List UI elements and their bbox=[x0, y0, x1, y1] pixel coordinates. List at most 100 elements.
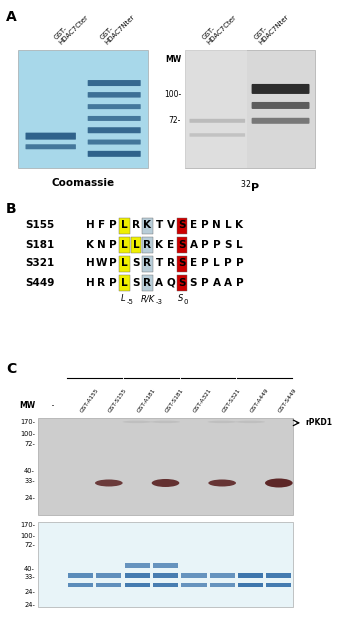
Text: L: L bbox=[121, 221, 128, 230]
Text: GST-
HDAC7Nter: GST- HDAC7Nter bbox=[99, 9, 136, 46]
Ellipse shape bbox=[236, 421, 265, 423]
FancyBboxPatch shape bbox=[252, 84, 309, 94]
FancyBboxPatch shape bbox=[88, 80, 141, 86]
Text: GST-
HDAC7Cter: GST- HDAC7Cter bbox=[201, 9, 237, 46]
FancyBboxPatch shape bbox=[88, 127, 141, 133]
Bar bbox=[125, 582, 150, 587]
Bar bbox=[131, 237, 141, 252]
Ellipse shape bbox=[152, 479, 179, 487]
Text: 33-: 33- bbox=[25, 574, 35, 580]
Text: GST-A321: GST-A321 bbox=[193, 388, 213, 414]
Text: GST-S181: GST-S181 bbox=[164, 388, 185, 414]
Text: L: L bbox=[121, 240, 128, 250]
Text: 24-: 24- bbox=[24, 494, 35, 501]
Text: L: L bbox=[121, 277, 128, 287]
Text: E: E bbox=[190, 221, 197, 230]
Text: R: R bbox=[144, 277, 152, 287]
Bar bbox=[68, 573, 93, 578]
Ellipse shape bbox=[208, 421, 237, 423]
Text: S155: S155 bbox=[25, 221, 54, 230]
FancyBboxPatch shape bbox=[88, 92, 141, 97]
Text: 33-: 33- bbox=[25, 478, 35, 484]
Bar bbox=[125, 573, 150, 578]
Ellipse shape bbox=[151, 421, 180, 423]
Text: N: N bbox=[212, 221, 221, 230]
Text: H: H bbox=[86, 221, 94, 230]
Bar bbox=[153, 573, 178, 578]
Text: R: R bbox=[98, 277, 105, 287]
Bar bbox=[185, 50, 315, 168]
Text: R: R bbox=[144, 240, 152, 250]
Text: P: P bbox=[201, 221, 209, 230]
Text: 24-: 24- bbox=[24, 589, 35, 594]
Text: R: R bbox=[167, 259, 175, 269]
Ellipse shape bbox=[265, 479, 293, 487]
Text: 170-: 170- bbox=[20, 523, 35, 528]
Bar bbox=[142, 237, 153, 252]
Text: P: P bbox=[213, 240, 220, 250]
Text: 100-: 100- bbox=[20, 431, 35, 438]
FancyBboxPatch shape bbox=[26, 144, 76, 149]
Text: L: L bbox=[121, 259, 128, 269]
Text: L: L bbox=[213, 259, 220, 269]
Text: R: R bbox=[132, 221, 140, 230]
Text: K: K bbox=[144, 221, 152, 230]
Bar bbox=[142, 218, 153, 233]
Text: R/K: R/K bbox=[140, 294, 155, 303]
Text: L: L bbox=[121, 294, 126, 303]
Text: GST-A155: GST-A155 bbox=[79, 388, 100, 414]
Bar bbox=[96, 582, 121, 587]
Bar bbox=[177, 218, 187, 233]
Text: P: P bbox=[109, 240, 117, 250]
FancyBboxPatch shape bbox=[189, 133, 245, 136]
Text: A: A bbox=[189, 240, 197, 250]
Bar bbox=[38, 522, 293, 607]
Bar bbox=[177, 237, 187, 252]
Bar bbox=[210, 582, 235, 587]
FancyBboxPatch shape bbox=[88, 140, 141, 145]
Text: A: A bbox=[6, 10, 17, 24]
Text: 100-: 100- bbox=[20, 533, 35, 540]
Text: -3: -3 bbox=[155, 299, 162, 305]
FancyBboxPatch shape bbox=[252, 102, 309, 109]
Text: P: P bbox=[201, 240, 209, 250]
FancyBboxPatch shape bbox=[252, 118, 309, 124]
Text: K: K bbox=[155, 240, 163, 250]
Text: T: T bbox=[155, 221, 163, 230]
Text: L: L bbox=[133, 240, 139, 250]
Bar bbox=[153, 563, 178, 568]
Text: E: E bbox=[190, 259, 197, 269]
Text: S449: S449 bbox=[25, 277, 54, 287]
Text: Q: Q bbox=[166, 277, 175, 287]
Text: S: S bbox=[178, 240, 186, 250]
Text: S321: S321 bbox=[25, 259, 54, 269]
Bar bbox=[18, 50, 148, 168]
Bar bbox=[238, 582, 263, 587]
Text: rPKD1: rPKD1 bbox=[305, 418, 332, 427]
Bar bbox=[177, 255, 187, 272]
Text: 24-: 24- bbox=[24, 603, 35, 608]
Text: S: S bbox=[178, 221, 186, 230]
Bar bbox=[119, 237, 130, 252]
Text: H: H bbox=[86, 277, 94, 287]
Text: K: K bbox=[86, 240, 94, 250]
Text: $^{32}$P: $^{32}$P bbox=[240, 178, 260, 194]
Bar bbox=[119, 274, 130, 291]
Text: S181: S181 bbox=[25, 240, 54, 250]
Text: S: S bbox=[132, 259, 140, 269]
Text: A: A bbox=[212, 277, 220, 287]
Text: 0: 0 bbox=[184, 299, 189, 305]
Bar bbox=[266, 573, 292, 578]
Text: 40-: 40- bbox=[24, 469, 35, 474]
Text: S: S bbox=[224, 240, 232, 250]
Bar bbox=[210, 573, 235, 578]
Bar bbox=[181, 573, 206, 578]
Bar bbox=[185, 50, 247, 168]
Text: P: P bbox=[201, 259, 209, 269]
Text: 40-: 40- bbox=[24, 565, 35, 572]
Text: P: P bbox=[109, 221, 117, 230]
Text: S: S bbox=[132, 277, 140, 287]
FancyBboxPatch shape bbox=[88, 151, 141, 157]
Text: L: L bbox=[225, 221, 231, 230]
Text: S: S bbox=[190, 277, 197, 287]
